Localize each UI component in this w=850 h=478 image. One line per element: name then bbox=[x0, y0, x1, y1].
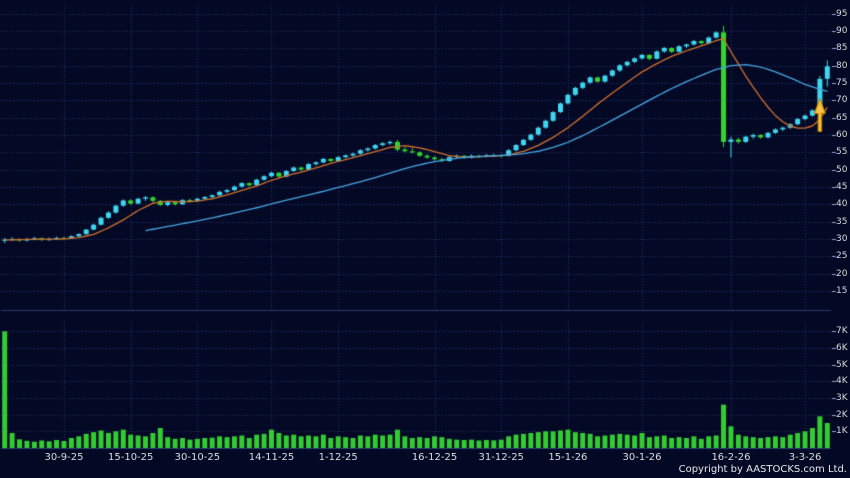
price-tick-label: 90 bbox=[836, 25, 848, 36]
price-tick-label: 35 bbox=[836, 216, 848, 227]
price-tick-label: 55 bbox=[836, 147, 848, 158]
date-tick-label: 3-3-26 bbox=[788, 452, 822, 463]
volume-tick-label: 2K bbox=[836, 409, 848, 420]
date-tick-label: 30-9-25 bbox=[44, 452, 84, 463]
date-tick-label: 16-12-25 bbox=[411, 452, 458, 463]
price-tick-label: 95 bbox=[836, 8, 848, 19]
volume-tick-label: 7K bbox=[836, 326, 848, 337]
price-tick-label: 50 bbox=[836, 164, 848, 175]
price-tick-label: 65 bbox=[836, 112, 848, 123]
volume-tick-label: 6K bbox=[836, 343, 848, 353]
volume-tick-label: 5K bbox=[836, 359, 848, 370]
price-tick-label: 25 bbox=[836, 251, 848, 262]
price-tick-label: 15 bbox=[836, 285, 848, 296]
date-tick-label: 30-1-26 bbox=[622, 452, 662, 463]
price-tick-label: 85 bbox=[836, 43, 848, 54]
price-tick-label: 75 bbox=[836, 77, 848, 88]
price-tick-label: 30 bbox=[836, 233, 848, 244]
price-tick-label: 40 bbox=[836, 199, 848, 210]
volume-tick-label: 1K bbox=[836, 426, 848, 437]
date-tick-label: 15-1-26 bbox=[548, 452, 588, 463]
price-tick-label: 60 bbox=[836, 129, 848, 140]
price-tick-label: 20 bbox=[836, 268, 848, 279]
price-tick-label: 70 bbox=[836, 95, 848, 106]
volume-tick-label: 3K bbox=[836, 393, 848, 403]
date-tick-label: 15-10-25 bbox=[107, 452, 154, 463]
date-tick-label: 31-12-25 bbox=[478, 452, 524, 463]
date-tick-label: 1-12-25 bbox=[318, 452, 358, 463]
volume-tick-label: 4K bbox=[836, 376, 848, 387]
date-tick-label: 14-11-25 bbox=[248, 452, 295, 463]
copyright-notice: Copyright by AASTOCKS.com Ltd. bbox=[678, 464, 847, 475]
price-tick-label: 80 bbox=[836, 60, 848, 71]
price-tick-label: 45 bbox=[836, 181, 848, 192]
date-tick-label: 16-2-26 bbox=[711, 452, 751, 463]
date-tick-label: 30-10-25 bbox=[174, 452, 221, 463]
